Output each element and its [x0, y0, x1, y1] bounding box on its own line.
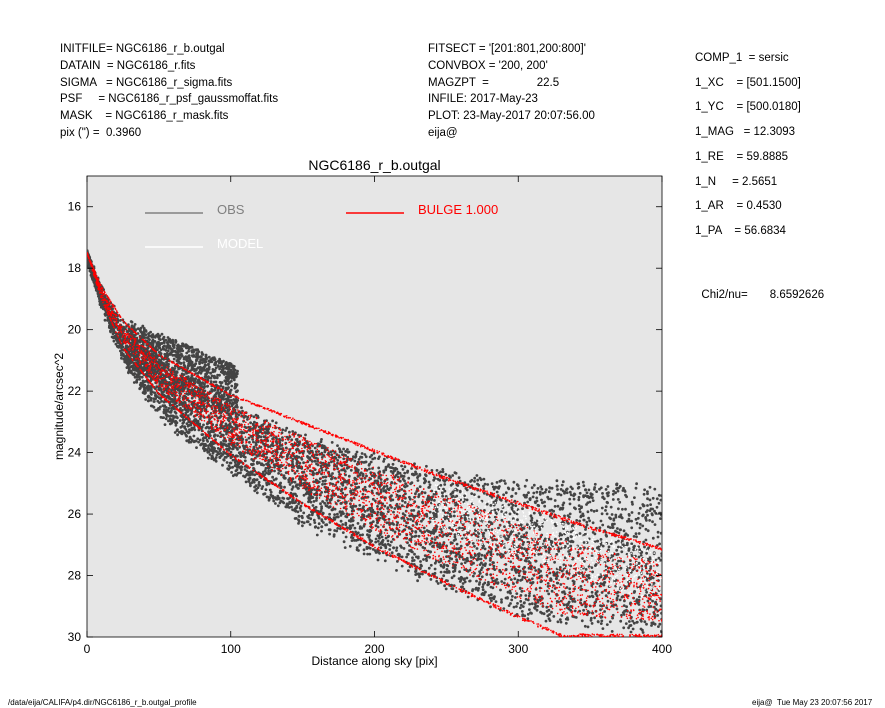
- header-value: 0.3960: [105, 127, 142, 139]
- x-tick-label: 0: [84, 642, 91, 656]
- header-line: DATAIN = NGC6186_r.fits: [60, 59, 195, 73]
- header-value: NGC6186_r_sigma.fits: [115, 76, 233, 89]
- y-tick-label: 28: [68, 569, 82, 583]
- header-key: DATAIN =: [60, 59, 117, 72]
- chi2-value: 8.6592626: [769, 289, 825, 301]
- y-tick-label: 20: [68, 323, 82, 337]
- header-line: INITFILE= NGC6186_r_b.outgal: [60, 42, 225, 56]
- header-key: MASK =: [60, 110, 116, 123]
- header-line: FITSECT = '[201:801,200:800]': [428, 43, 586, 55]
- y-tick-label: 26: [68, 507, 82, 521]
- footer-stamp: eija@ Tue May 23 20:07:56 2017: [752, 698, 873, 707]
- header-key: SIGMA =: [60, 76, 116, 89]
- header-line: 1_YC = [500.0180]: [695, 101, 801, 114]
- header-line: 1_AR = 0.4530: [695, 200, 782, 213]
- header-key: PSF =: [60, 93, 109, 106]
- y-tick-label: 30: [68, 630, 82, 644]
- y-tick-label: 24: [68, 446, 82, 460]
- x-tick-label: 100: [221, 642, 241, 656]
- header-line: MAGZPT = 22.5: [428, 76, 560, 89]
- header-line: COMP_1 = sersic: [695, 52, 789, 64]
- header-line: SIGMA = NGC6186_r_sigma.fits: [60, 76, 232, 90]
- bulge-model-points: [87, 252, 662, 637]
- y-tick-label: 16: [68, 200, 82, 214]
- footer-path: /data/eija/CALIFA/p4.dir/NGC6186_r_b.out…: [8, 698, 197, 707]
- header-line: eija@: [428, 127, 458, 139]
- header-line: PLOT: 23-May-2017 20:07:56.00: [428, 110, 595, 123]
- header-line: pix (") = 0.3960: [60, 126, 141, 140]
- header-value: NGC6186_r_b.outgal: [115, 43, 225, 55]
- header-line: 1_RE = 59.8885: [695, 150, 789, 163]
- y-axis-label: magnitude/arcsec^2: [52, 353, 66, 460]
- header-key: INITFILE=: [60, 43, 116, 55]
- header-value: NGC6186_r_mask.fits: [115, 110, 229, 123]
- legend-bulge-label: BULGE 1.000: [418, 202, 498, 217]
- x-tick-label: 200: [364, 642, 384, 656]
- header-value: NGC6186_r_psf_gaussmoffat.fits: [108, 93, 279, 106]
- header-line: INFILE: 2017-May-23: [428, 93, 538, 106]
- x-axis-label: Distance along sky [pix]: [311, 654, 437, 668]
- header-line: MASK = NGC6186_r_mask.fits: [60, 109, 228, 123]
- header-value: NGC6186_r.fits: [116, 59, 196, 72]
- header-line: 1_N = 2.5651: [695, 175, 778, 188]
- header-line: 1_MAG = 12.3093: [695, 126, 796, 139]
- chart-title: NGC6186_r_b.outgal: [308, 157, 440, 173]
- header-line: CONVBOX = '200, 200': [428, 59, 548, 72]
- chi2-label: Chi2/nu=: [701, 289, 748, 301]
- header-line: 1_XC = [501.1500]: [695, 76, 801, 89]
- header-key: pix (") =: [60, 127, 106, 139]
- y-tick-label: 18: [68, 261, 82, 275]
- legend-model-label: MODEL: [217, 236, 263, 251]
- chi2-line: Chi2/nu= 8.6592626: [695, 274, 824, 302]
- x-tick-label: 400: [652, 642, 672, 656]
- legend-obs-label: OBS: [217, 202, 245, 217]
- header-line: PSF = NGC6186_r_psf_gaussmoffat.fits: [60, 92, 278, 106]
- header-line: 1_PA = 56.6834: [695, 224, 786, 237]
- x-tick-label: 300: [508, 642, 528, 656]
- y-tick-label: 22: [68, 384, 82, 398]
